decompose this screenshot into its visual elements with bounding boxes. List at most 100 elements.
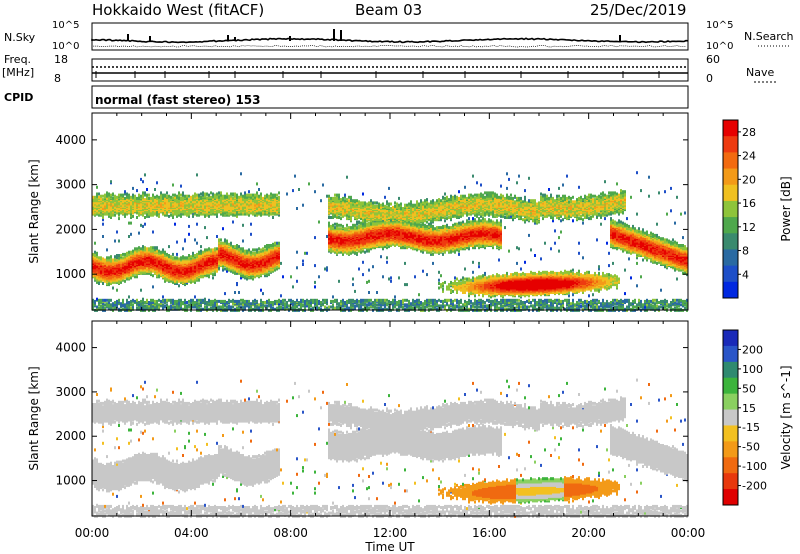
power-cell [240, 276, 242, 280]
power-cell [176, 194, 178, 198]
power-cell [166, 191, 168, 195]
power-cell [314, 280, 316, 284]
power-cell [212, 248, 214, 252]
power-cell [300, 298, 302, 302]
power-cell [178, 193, 180, 197]
power-cell [186, 212, 188, 216]
power-cell [254, 302, 256, 306]
power-cell [160, 193, 162, 197]
power-cell [132, 307, 134, 311]
power-cell [114, 213, 116, 217]
power-cell [118, 193, 120, 197]
power-cell [94, 195, 96, 199]
power-cell [192, 254, 194, 257]
power-cell [130, 299, 132, 303]
power-cell [280, 299, 282, 303]
power-cell [242, 274, 244, 278]
power-cell [246, 277, 248, 281]
power-cell [102, 216, 104, 219]
power-cell [312, 298, 314, 302]
power-cell [250, 211, 252, 215]
power-cell [216, 299, 218, 303]
power-cell [328, 305, 330, 309]
power-cell [198, 193, 200, 197]
power-cell [250, 193, 252, 197]
power-cell [190, 195, 192, 199]
power-cell [142, 193, 144, 197]
power-cell [156, 181, 158, 185]
power-cell [196, 193, 198, 197]
power-cell [270, 244, 272, 247]
power-cell [170, 255, 172, 259]
power-cell [176, 240, 178, 244]
power-cell [242, 247, 244, 251]
power-cell [166, 252, 168, 256]
power-cell [198, 302, 200, 306]
power-cell [226, 269, 228, 273]
power-cell [272, 242, 274, 246]
power-cell [222, 306, 224, 310]
power-cell [142, 224, 144, 228]
power-cell [112, 304, 114, 308]
power-cell [100, 304, 102, 308]
power-cell [280, 294, 282, 298]
power-cell [264, 245, 266, 249]
power-cell [176, 305, 178, 309]
power-cell [152, 298, 154, 302]
power-cell [130, 306, 132, 310]
power-cell [162, 212, 164, 216]
power-cell [262, 292, 264, 296]
power-cell [260, 248, 262, 252]
power-cell [98, 298, 100, 302]
power-cell [246, 304, 248, 308]
power-cell [96, 297, 98, 301]
power-cell [120, 280, 122, 284]
power-cell [126, 254, 128, 257]
power-cell [118, 298, 120, 302]
power-cell [128, 193, 130, 197]
power-cell [272, 216, 274, 219]
power-cell [166, 303, 168, 307]
power-cell [298, 301, 300, 304]
power-cell [200, 301, 202, 304]
power-cell [158, 195, 160, 199]
power-cell [200, 192, 202, 196]
power-cell [290, 275, 292, 279]
power-cell [262, 301, 264, 304]
power-cell [326, 298, 328, 302]
power-cell [236, 306, 238, 310]
power-cell [130, 216, 132, 219]
power-cell [254, 198, 256, 202]
power-cell [212, 299, 214, 303]
power-cell [306, 251, 308, 255]
power-cell [246, 249, 248, 253]
power-cell [312, 306, 314, 310]
power-cell [206, 307, 208, 311]
power-cell [306, 298, 308, 302]
power-cell [208, 274, 210, 278]
power-cell [242, 239, 244, 243]
power-cell [230, 192, 232, 196]
power-cell [224, 307, 226, 311]
power-cell [158, 249, 160, 253]
power-cell [100, 298, 102, 302]
power-cell [232, 192, 234, 196]
power-cell [136, 275, 138, 279]
power-cell [148, 247, 150, 251]
power-cell [146, 213, 148, 217]
power-cell [138, 246, 140, 250]
power-cell [206, 301, 208, 304]
power-cell [172, 196, 174, 200]
power-cell [236, 244, 238, 247]
power-cell [274, 241, 276, 245]
power-cell [96, 192, 98, 196]
power-cell [136, 273, 138, 277]
power-cell [104, 212, 106, 216]
power-cell [224, 238, 226, 242]
power-cell [114, 255, 116, 259]
power-cell [164, 298, 166, 302]
power-cell [330, 305, 332, 309]
power-cell [296, 266, 298, 270]
power-cell [144, 246, 146, 250]
power-cell [182, 196, 184, 200]
